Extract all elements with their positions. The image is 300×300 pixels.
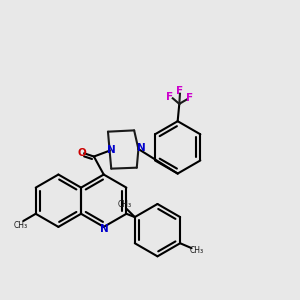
- Text: O: O: [77, 148, 86, 158]
- Text: F: F: [176, 86, 183, 96]
- Text: N: N: [107, 145, 116, 155]
- Text: CH₃: CH₃: [118, 200, 132, 209]
- Text: CH₃: CH₃: [189, 246, 204, 255]
- Text: CH₃: CH₃: [14, 221, 28, 230]
- Text: N: N: [100, 224, 108, 235]
- Text: F: F: [186, 93, 193, 103]
- Text: F: F: [166, 92, 173, 102]
- Text: N: N: [137, 143, 146, 153]
